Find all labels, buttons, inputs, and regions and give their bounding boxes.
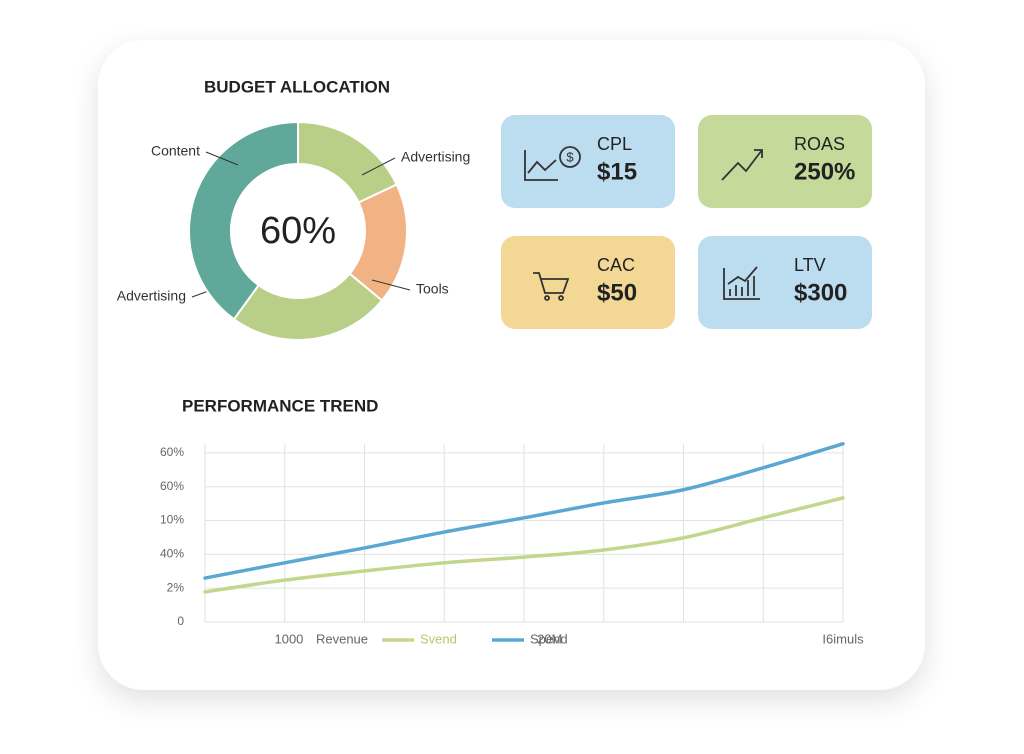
leader-line [361, 157, 396, 176]
svg-text:$: $ [566, 149, 574, 164]
icons: $ [524, 146, 763, 301]
kpi-card [501, 236, 675, 329]
segment-label: Advertising [401, 149, 470, 165]
kpi-cards: CPL $15 ROAS 250% CAC $50 LTV $300 [501, 115, 872, 329]
roas-icon [721, 149, 763, 181]
donut-segment [188, 120, 299, 321]
x-tick-label: I6imuls [822, 631, 864, 646]
y-tick-label: 2% [167, 580, 185, 594]
legend-label: Spend [530, 631, 568, 646]
kpi-label: CAC [597, 255, 635, 275]
segment-label: Tools [416, 281, 449, 297]
donut-chart: Advertising Tools Advertising Content 60% [117, 120, 470, 341]
kpi-value: $50 [597, 279, 637, 306]
y-tick-label: 0 [177, 614, 184, 628]
y-tick-label: 40% [160, 547, 184, 561]
cac-icon [533, 272, 570, 301]
x-tick-label: 1000 [274, 631, 303, 646]
kpi-value: 250% [794, 158, 855, 185]
kpi-label: LTV [794, 255, 826, 275]
segment-label: Content [151, 143, 200, 159]
kpi-label: CPL [597, 134, 632, 154]
y-tick-label: 60% [160, 445, 184, 459]
kpi-value: $15 [597, 158, 637, 185]
y-tick-label: 10% [160, 513, 184, 527]
kpi-label: ROAS [794, 134, 845, 154]
x-tick-label: 20M [537, 631, 562, 646]
center-label: 60% [260, 210, 336, 252]
line-series [203, 442, 845, 580]
leader-line [371, 279, 411, 291]
line-series [203, 496, 845, 594]
cpl-icon: $ [524, 146, 581, 181]
line-chart: 0 2% 40% 10% 60% 60% 1000 20M I6imuls Svend Spend R… [160, 442, 864, 646]
y-tick-label: 60% [160, 479, 184, 493]
leader-line [205, 151, 239, 166]
ltv-icon [723, 266, 760, 300]
legend-label: Svend [420, 631, 457, 646]
segment-label: Advertising [117, 288, 186, 304]
kpi-card [698, 115, 872, 208]
kpi-value: $300 [794, 279, 847, 306]
line-title: PERFORMANCE TREND [182, 396, 378, 415]
kpi-card [501, 115, 675, 208]
legend-title: Revenue [316, 631, 368, 646]
donut-title: BUDGET ALLOCATION [204, 77, 390, 96]
kpi-card [698, 236, 872, 329]
